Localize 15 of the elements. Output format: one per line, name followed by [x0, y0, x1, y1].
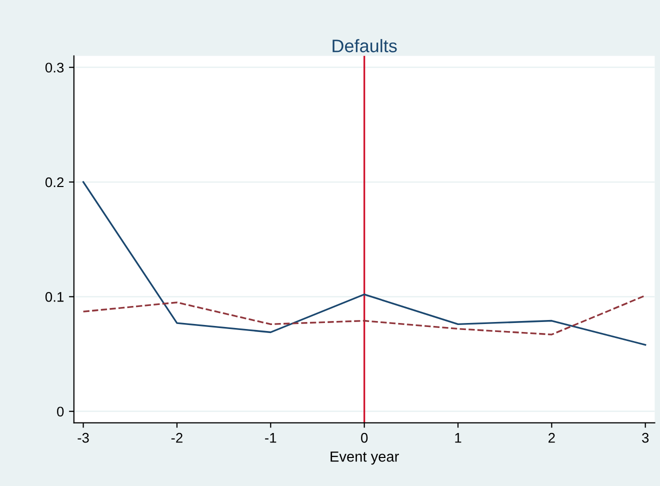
- y-tick-label: 0: [57, 406, 64, 417]
- y-tick-label: 0.3: [45, 62, 64, 73]
- x-tick-label: 1: [455, 433, 462, 443]
- x-axis-title: Event year: [330, 452, 399, 465]
- x-tick-label: -1: [265, 433, 276, 443]
- x-tick-label: 2: [548, 432, 555, 443]
- x-tick-label: -2: [171, 432, 182, 443]
- line-series: [82, 294, 646, 336]
- chart-title: Defaults: [332, 39, 397, 52]
- y-tick-label: 0.2: [45, 177, 64, 188]
- x-tick-label: -3: [78, 432, 89, 443]
- line-series: [82, 181, 646, 346]
- y-tick-label: 0.1: [45, 292, 64, 302]
- x-tick-label: 3: [642, 432, 649, 443]
- x-tick-label: 0: [361, 432, 368, 443]
